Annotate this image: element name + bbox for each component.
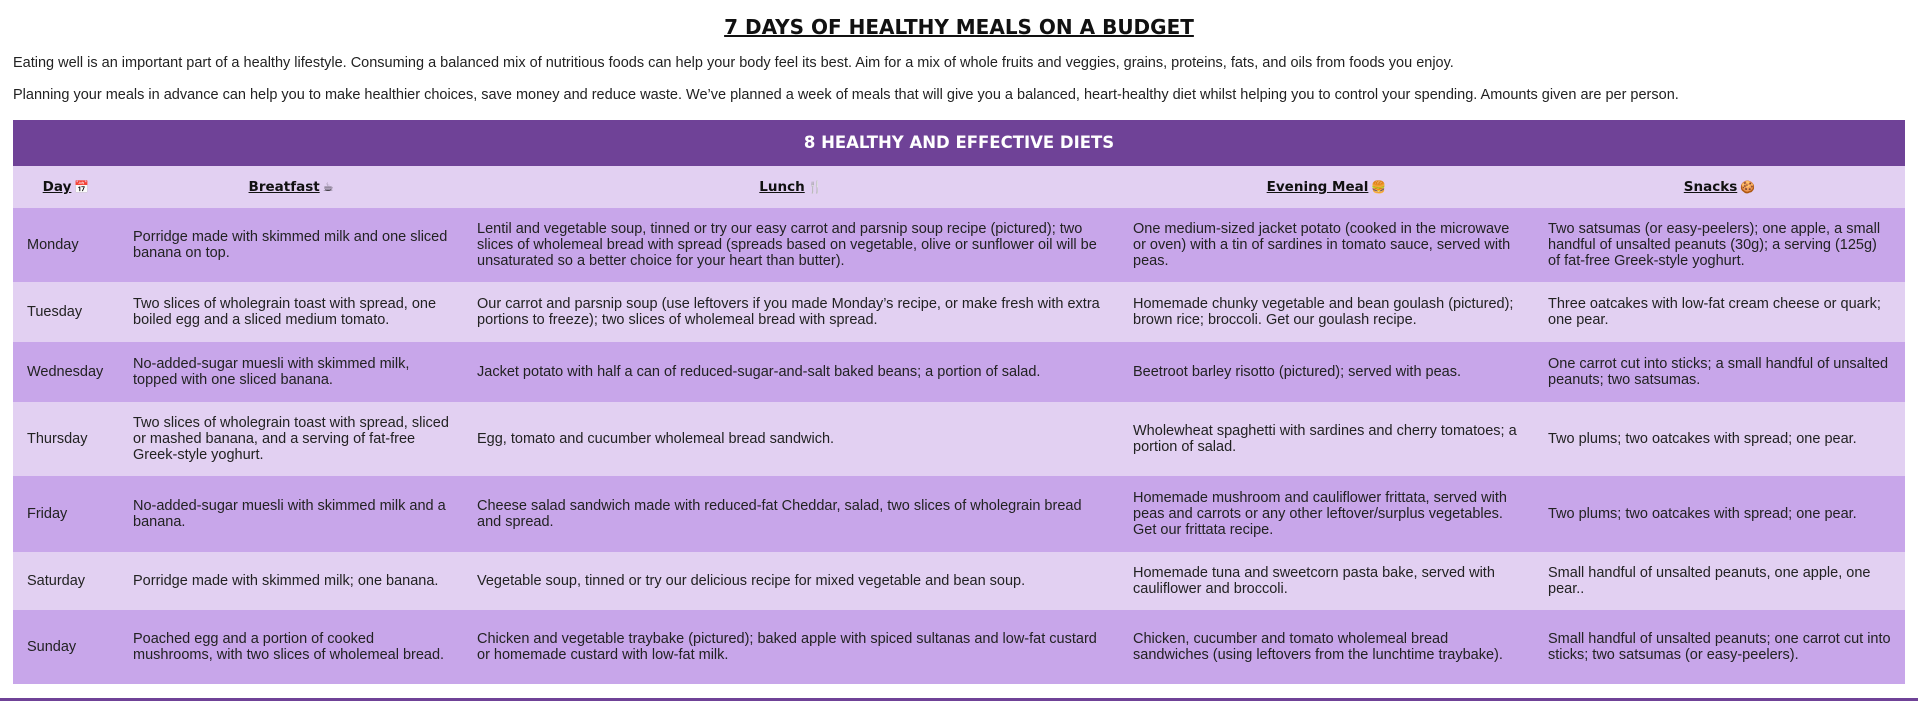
evening-cell: Beetroot barley risotto (pictured); serv… — [1119, 342, 1534, 402]
lunch-cell: Vegetable soup, tinned or try our delici… — [463, 552, 1119, 610]
evening-cell: Wholewheat spaghetti with sardines and c… — [1119, 402, 1534, 476]
header-breakfast-label: Breatfast — [248, 179, 320, 195]
snacks-cell: Small handful of unsalted peanuts, one a… — [1534, 552, 1905, 610]
header-snacks: Snacks 🍪 — [1534, 166, 1905, 208]
table-banner: 8 HEALTHY AND EFFECTIVE DIETS — [13, 120, 1905, 166]
snacks-cell: Two plums; two oatcakes with spread; one… — [1534, 402, 1905, 476]
breakfast-cell: Porridge made with skimmed milk; one ban… — [119, 552, 463, 610]
lunch-cell: Lentil and vegetable soup, tinned or try… — [463, 208, 1119, 282]
breakfast-cell: Poached egg and a portion of cooked mush… — [119, 610, 463, 684]
table-row: Monday Porridge made with skimmed milk a… — [13, 208, 1905, 282]
day-cell: Saturday — [13, 552, 119, 610]
table-header-row: Day 📅 Breatfast ☕ Lunch 🍴 Evening Meal 🍔 Sna… — [13, 166, 1905, 208]
snacks-cell: Small handful of unsalted peanuts; one c… — [1534, 610, 1905, 684]
intro-paragraph-2: Planning your meals in advance can help … — [13, 87, 1679, 103]
meal-table: Day 📅 Breatfast ☕ Lunch 🍴 Evening Meal 🍔 Sna… — [13, 166, 1905, 684]
bottom-divider — [0, 698, 1918, 701]
day-cell: Friday — [13, 476, 119, 552]
day-cell: Tuesday — [13, 282, 119, 342]
table-row: Tuesday Two slices of wholegrain toast w… — [13, 282, 1905, 342]
burger-icon: 🍔 — [1371, 180, 1387, 194]
evening-cell: Chicken, cucumber and tomato wholemeal b… — [1119, 610, 1534, 684]
breakfast-cell: Two slices of wholegrain toast with spre… — [119, 282, 463, 342]
header-day-label: Day — [42, 179, 72, 195]
evening-cell: One medium-sized jacket potato (cooked i… — [1119, 208, 1534, 282]
header-lunch: Lunch 🍴 — [463, 166, 1119, 208]
calendar-icon: 📅 — [74, 180, 90, 194]
lunch-cell: Cheese salad sandwich made with reduced-… — [463, 476, 1119, 552]
snacks-cell: Two plums; two oatcakes with spread; one… — [1534, 476, 1905, 552]
breakfast-cell: Two slices of wholegrain toast with spre… — [119, 402, 463, 476]
table-row: Thursday Two slices of wholegrain toast … — [13, 402, 1905, 476]
meal-plan-table: 8 HEALTHY AND EFFECTIVE DIETS Day 📅 Breat… — [13, 120, 1905, 684]
table-row: Wednesday No-added-sugar muesli with ski… — [13, 342, 1905, 402]
evening-cell: Homemade mushroom and cauliflower fritta… — [1119, 476, 1534, 552]
lunch-cell: Our carrot and parsnip soup (use leftove… — [463, 282, 1119, 342]
day-cell: Thursday — [13, 402, 119, 476]
evening-cell: Homemade chunky vegetable and bean goula… — [1119, 282, 1534, 342]
day-cell: Monday — [13, 208, 119, 282]
header-evening-label: Evening Meal — [1266, 179, 1369, 195]
header-snacks-label: Snacks — [1683, 179, 1738, 195]
evening-cell: Homemade tuna and sweetcorn pasta bake, … — [1119, 552, 1534, 610]
intro-paragraph-1: Eating well is an important part of a he… — [13, 55, 1454, 71]
coffee-cup-icon: ☕ — [322, 180, 334, 194]
header-breakfast: Breatfast ☕ — [119, 166, 463, 208]
lunch-cell: Chicken and vegetable traybake (pictured… — [463, 610, 1119, 684]
cookie-icon: 🍪 — [1740, 180, 1756, 194]
header-day: Day 📅 — [13, 166, 119, 208]
table-row: Friday No-added-sugar muesli with skimme… — [13, 476, 1905, 552]
lunch-cell: Jacket potato with half a can of reduced… — [463, 342, 1119, 402]
snacks-cell: One carrot cut into sticks; a small hand… — [1534, 342, 1905, 402]
lunch-cell: Egg, tomato and cucumber wholemeal bread… — [463, 402, 1119, 476]
breakfast-cell: No-added-sugar muesli with skimmed milk,… — [119, 342, 463, 402]
header-evening-meal: Evening Meal 🍔 — [1119, 166, 1534, 208]
snacks-cell: Two satsumas (or easy-peelers); one appl… — [1534, 208, 1905, 282]
header-lunch-label: Lunch — [759, 179, 805, 195]
day-cell: Sunday — [13, 610, 119, 684]
fork-knife-icon: 🍴 — [807, 180, 823, 194]
breakfast-cell: Porridge made with skimmed milk and one … — [119, 208, 463, 282]
table-row: Saturday Porridge made with skimmed milk… — [13, 552, 1905, 610]
page-title: 7 DAYS OF HEALTHY MEALS ON A BUDGET — [724, 15, 1194, 39]
day-cell: Wednesday — [13, 342, 119, 402]
table-row: Sunday Poached egg and a portion of cook… — [13, 610, 1905, 684]
breakfast-cell: No-added-sugar muesli with skimmed milk … — [119, 476, 463, 552]
snacks-cell: Three oatcakes with low-fat cream cheese… — [1534, 282, 1905, 342]
